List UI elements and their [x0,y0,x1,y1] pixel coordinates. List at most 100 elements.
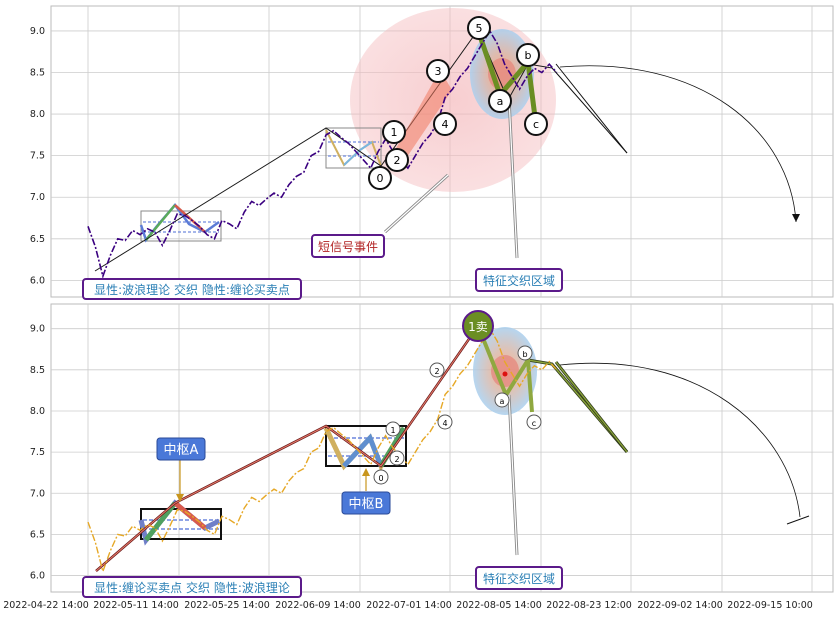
x-tick-label: 2022-07-01 14:00 [366,600,452,611]
top-panel: 9.0 8.5 8.0 7.5 7.0 6.5 6.0 [30,5,834,300]
x-tick-label: 2022-08-23 12:00 [546,600,632,611]
top-wave3-band [395,70,452,160]
b-wave-label-3: 2 [429,362,445,378]
y-tick-label: 6.5 [30,234,45,245]
top-center-box-b [325,127,382,169]
top-projection-arrowhead [792,214,800,222]
b-wave-label-1: 1 [385,421,401,437]
center-b-arrowhead [362,468,370,476]
top-legend-box: 显性:波浪理论 交织 隐性:缠论买卖点 [82,278,302,300]
y-tick-label: 7.5 [30,447,45,458]
y-tick-label: 8.5 [30,365,45,376]
y-tick-label: 7.0 [30,488,45,499]
bottom-projection-end [786,515,810,525]
b-wave-label-3-text: 2 [434,367,439,376]
b-wave-label-2-text: 2 [394,455,399,464]
bottom-center-box-b [325,425,407,467]
x-tick-label: 2022-04-22 14:00 [3,600,89,611]
center-a-label: 中枢A [156,437,206,461]
bottom-projection-arc [559,362,801,518]
y-tick-label: 8.0 [30,406,45,417]
center-b-text: 中枢B [349,497,384,512]
b-wave-label-a-text: a [500,397,505,406]
b-wave-label-c: c [526,414,542,430]
wave-label-4: 4 [433,112,457,136]
bottom-price-line [87,327,558,574]
x-tick-label: 2022-05-11 14:00 [93,600,179,611]
wave-label-1-text: 1 [391,126,398,139]
short-signal-arrow-core [384,174,449,233]
center-a-arrowhead [176,494,184,502]
top-projection-arc [559,65,797,223]
wave-label-2-text: 2 [394,154,401,167]
wave-label-3: 3 [426,59,450,83]
wave-label-5: 5 [467,16,491,40]
top-cross-zone-label: 特征交织区域 [475,268,563,292]
wave-label-3-text: 3 [435,65,442,78]
y-tick-label: 6.0 [30,275,45,286]
wave-label-a-text: a [497,95,504,108]
bottom-legend-box: 显性:缠论买卖点 交织 隐性:波浪理论 [82,576,302,598]
short-signal-label: 短信号事件 [311,234,385,258]
center-b-label: 中枢B [341,491,391,515]
x-tick-labels: 2022-04-22 14:00 2022-05-11 14:00 2022-05-… [3,600,813,611]
top-legend-text: 显性:波浪理论 交织 隐性:缠论买卖点 [94,282,290,297]
short-signal-text: 短信号事件 [318,240,378,254]
y-tick-label: 7.5 [30,151,45,162]
top-wave-labels: 0 1 2 3 4 5 a b c [368,16,548,190]
x-tick-label: 2022-06-09 14:00 [275,600,361,611]
wave-label-c-text: c [533,118,539,131]
wave-label-2: 2 [385,148,409,172]
b-wave-label-4-text: 4 [442,419,447,428]
wave-label-4-text: 4 [442,118,449,131]
bottom-cross-zone-dot [502,371,508,377]
sell-point-marker: 1卖 [462,310,494,342]
top-box-b-blue [343,141,373,166]
bottom-zone-arrow-core [508,394,518,556]
wave-label-0-text: 0 [377,172,384,185]
bottom-y-tick-labels: 9.0 8.5 8.0 7.5 7.0 6.5 6.0 [30,324,45,582]
b-wave-label-0: 0 [373,469,389,485]
x-tick-label: 2022-08-05 14:00 [456,600,542,611]
top-zone-arrow-core [508,97,518,259]
b-wave-label-a: a [494,392,510,408]
x-tick-label: 2022-05-25 14:00 [184,600,270,611]
y-tick-label: 9.0 [30,324,45,335]
b-wave-label-b-text: b [522,350,527,359]
bottom-box-a-up [144,501,177,542]
center-a-text: 中枢A [164,443,199,458]
wave-label-c: c [524,112,548,136]
y-tick-label: 8.0 [30,109,45,120]
b-wave-label-2: 2 [389,450,405,466]
bottom-cross-zone-text: 特征交织区域 [483,571,555,586]
b-wave-label-b: b [517,345,533,361]
wave-label-0: 0 [368,166,392,190]
b-wave-label-4: 4 [437,414,453,430]
b-wave-label-0-text: 0 [378,474,383,483]
top-cross-zone-text: 特征交织区域 [483,273,555,288]
wave-label-b-text: b [525,49,532,62]
bottom-projection-line-inner [555,361,628,453]
x-tick-label: 2022-09-02 14:00 [637,600,723,611]
y-tick-label: 6.0 [30,571,45,582]
bottom-legend-text: 显性:缠论买卖点 交织 隐性:波浪理论 [94,580,290,595]
bottom-cross-zone-label: 特征交织区域 [475,566,563,590]
sell-point-text: 1卖 [468,320,488,334]
y-tick-label: 9.0 [30,26,45,37]
wave-label-b: b [516,43,540,67]
y-tick-label: 8.5 [30,68,45,79]
top-box-a-up [145,204,176,241]
wave-label-1: 1 [382,120,406,144]
bottom-wave-labels: 0 1 2 2 4 a b c [373,345,542,485]
wave-label-5-text: 5 [476,22,483,35]
b-wave-label-c-text: c [532,419,536,428]
bottom-panel: 9.0 8.5 8.0 7.5 7.0 6.5 6.0 [30,303,834,598]
x-tick-label: 2022-09-15 10:00 [727,600,813,611]
top-box-a-down [174,204,206,233]
top-projection-line2 [555,63,628,154]
top-price-line [87,29,558,279]
y-tick-label: 7.0 [30,192,45,203]
bottom-abc-green [476,325,534,413]
bottom-box-b-blue [342,433,384,468]
